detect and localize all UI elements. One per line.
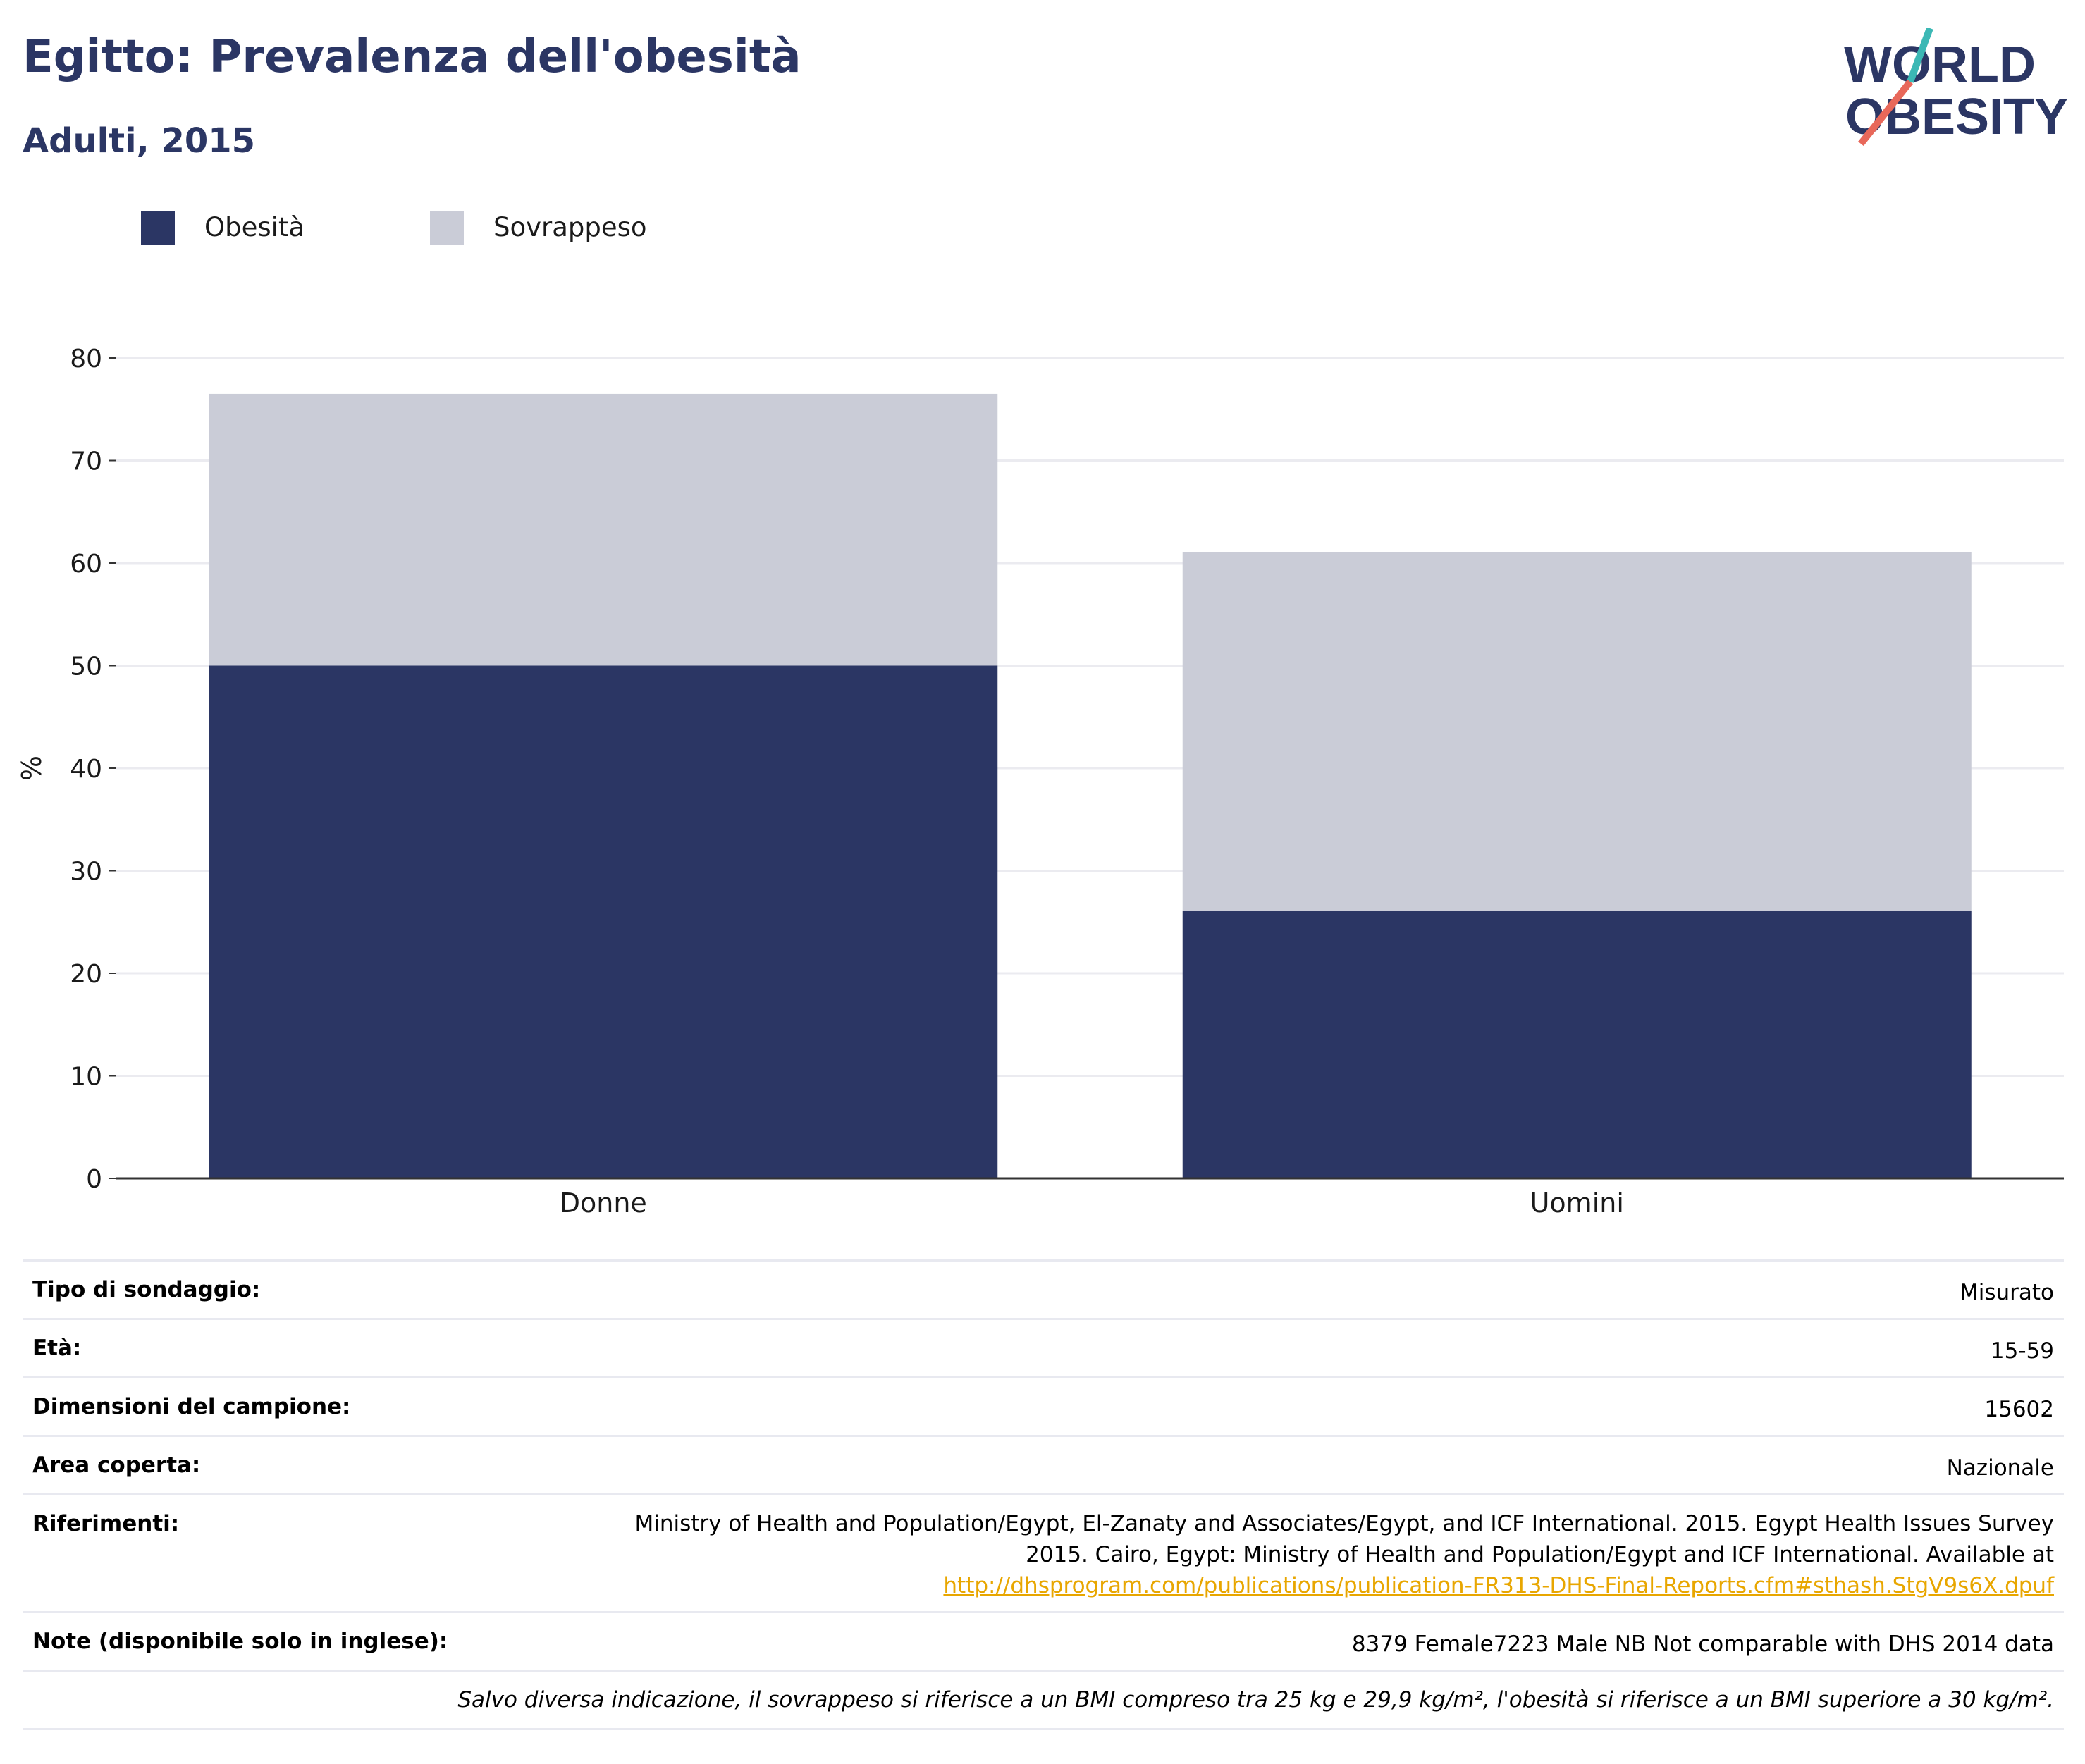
y-tick-label: 10 <box>70 1063 102 1092</box>
legend-label-obesity: Obesità <box>204 212 305 242</box>
info-row-area: Area coperta: Nazionale <box>23 1435 2064 1495</box>
logo-slash-top <box>1907 28 1933 83</box>
stacked-bar-chart: 0 10 20 30 40 50 60 70 80 Donne Uomini % <box>16 345 2064 1219</box>
info-label-references: Riferimenti: <box>23 1493 465 1612</box>
info-label-area: Area coperta: <box>23 1435 465 1495</box>
page-subtitle: Adulti, 2015 <box>23 121 256 161</box>
world-obesity-logo: WORLD OBESITY <box>1844 28 2068 147</box>
x-tick-label: Uomini <box>1530 1188 1624 1219</box>
info-row-notes: Note (disponibile solo in inglese): 8379… <box>23 1611 2064 1671</box>
info-label-notes: Note (disponibile solo in inglese): <box>23 1611 465 1671</box>
legend-swatch-overweight <box>430 211 464 245</box>
y-tick-label: 40 <box>70 755 102 784</box>
y-tick-label: 70 <box>70 448 102 476</box>
info-row-sample-size: Dimensioni del campione: 15602 <box>23 1376 2064 1436</box>
info-row-age: Età: 15-59 <box>23 1318 2064 1378</box>
y-axis-label: % <box>16 755 47 781</box>
y-tick-label: 0 <box>86 1165 102 1194</box>
info-row-references: Riferimenti: Ministry of Health and Popu… <box>23 1493 2064 1612</box>
references-line-2: 2015. Cairo, Egypt: Ministry of Health a… <box>1026 1542 2054 1567</box>
y-tick-label: 50 <box>70 653 102 681</box>
y-tick-label: 20 <box>70 960 102 989</box>
logo-text-world: WORLD <box>1844 37 2036 93</box>
info-value-area: Nazionale <box>465 1435 2064 1495</box>
info-value-references: Ministry of Health and Population/Egypt,… <box>465 1493 2064 1612</box>
bar-overweight-uomini <box>1182 551 1972 911</box>
x-axis-labels: Donne Uomini <box>560 1188 1624 1219</box>
references-link[interactable]: http://dhsprogram.com/publications/publi… <box>943 1573 2054 1598</box>
y-tick-label: 80 <box>70 345 102 374</box>
info-value-notes: 8379 Female7223 Male NB Not comparable w… <box>465 1611 2064 1671</box>
legend-label-overweight: Sovrappeso <box>493 212 647 242</box>
y-tick-label: 30 <box>70 858 102 887</box>
info-value-sample-size: 15602 <box>465 1376 2064 1436</box>
info-label-sample-size: Dimensioni del campione: <box>23 1376 465 1436</box>
x-tick-label: Donne <box>560 1188 647 1219</box>
legend-swatch-obesity <box>141 211 175 245</box>
bar-obesity-donne <box>209 665 998 1178</box>
info-row-footnote: Salvo diversa indicazione, il sovrappeso… <box>23 1670 2064 1730</box>
info-label-age: Età: <box>23 1318 465 1378</box>
y-tick-label: 60 <box>70 550 102 579</box>
bars <box>209 393 1972 1178</box>
info-row-survey-type: Tipo di sondaggio: Misurato <box>23 1259 2064 1319</box>
bar-obesity-uomini <box>1182 911 1972 1178</box>
page-title: Egitto: Prevalenza dell'obesità <box>23 31 801 83</box>
y-axis-ticks: 0 10 20 30 40 50 60 70 80 <box>70 345 116 1194</box>
info-value-age: 15-59 <box>465 1318 2064 1378</box>
logo-slash-bottom <box>1858 79 1913 147</box>
survey-info-table: Tipo di sondaggio: Misurato Età: 15-59 D… <box>23 1259 2064 1730</box>
bar-overweight-donne <box>209 393 998 666</box>
references-line-1: Ministry of Health and Population/Egypt,… <box>634 1511 2054 1536</box>
info-footnote: Salvo diversa indicazione, il sovrappeso… <box>23 1670 2064 1730</box>
info-label-survey-type: Tipo di sondaggio: <box>23 1259 465 1319</box>
info-value-survey-type: Misurato <box>465 1259 2064 1319</box>
